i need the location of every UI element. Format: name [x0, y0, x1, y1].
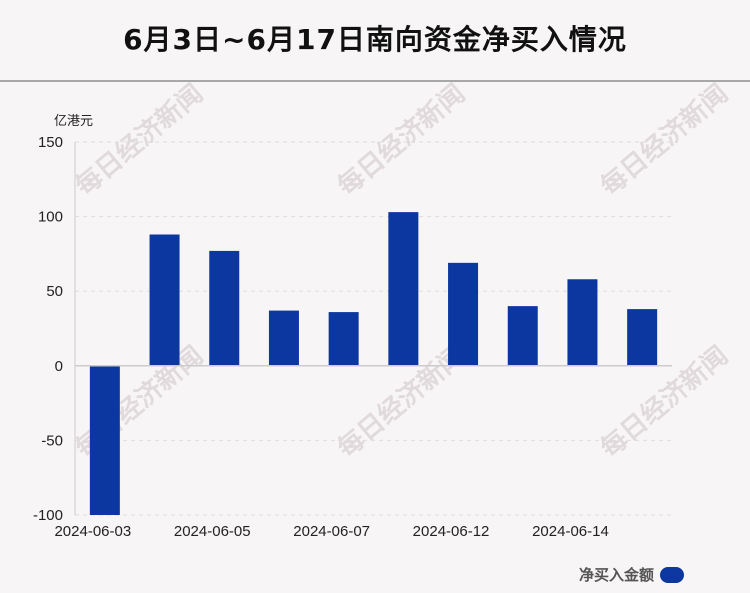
bar: [268, 310, 299, 366]
chart-title: 6月3日~6月17日南向资金净买入情况: [123, 23, 627, 56]
bar: [89, 365, 120, 515]
bar: [328, 312, 359, 366]
x-tick-label: 2024-06-05: [174, 523, 251, 540]
x-tick-label: 2024-06-03: [54, 523, 131, 540]
bar: [209, 250, 240, 366]
y-tick-label: -100: [33, 507, 63, 524]
bar: [627, 309, 658, 366]
y-tick-label: 150: [38, 134, 63, 151]
legend: 净买入金额: [579, 564, 684, 585]
bar: [388, 212, 419, 366]
y-axis-label: 亿港元: [54, 114, 93, 129]
x-tick-label: 2024-06-12: [413, 523, 490, 540]
legend-label: 净买入金额: [578, 566, 654, 584]
x-tick-label: 2024-06-14: [532, 523, 609, 540]
title-divider: [0, 80, 750, 82]
bar: [567, 279, 598, 366]
x-tick-label: 2024-06-07: [293, 523, 370, 540]
bar: [507, 306, 538, 366]
bar: [448, 262, 479, 366]
y-tick-label: 50: [46, 283, 63, 300]
legend-swatch: [660, 566, 684, 583]
y-tick-label: 100: [38, 209, 63, 226]
bar: [149, 234, 180, 366]
y-tick-label: 0: [55, 358, 63, 375]
y-tick-label: -50: [41, 432, 63, 449]
